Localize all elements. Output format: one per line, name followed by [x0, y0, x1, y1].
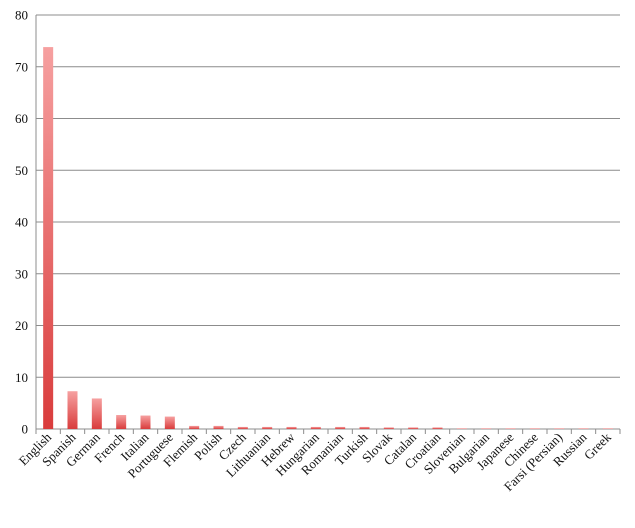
bar-german [91, 398, 102, 429]
bar-catalan [408, 427, 419, 429]
bar-croatian [432, 427, 443, 429]
y-tick-label: 50 [15, 163, 28, 178]
bar-lithuanian [262, 426, 273, 429]
bar-greek [602, 428, 613, 429]
y-tick-label: 80 [15, 8, 28, 23]
bar-hebrew [286, 426, 297, 429]
bar-portuguese [164, 416, 175, 429]
bar-italian [140, 415, 151, 429]
bar-slovenian [456, 428, 467, 429]
bar-slovak [383, 427, 394, 429]
bar-romanian [335, 426, 346, 429]
y-tick-label: 0 [22, 422, 29, 437]
bar-chinese [529, 428, 540, 429]
bar-japanese [505, 428, 516, 429]
bar-turkish [359, 426, 370, 429]
bar-czech [237, 426, 248, 429]
x-tick-label: Greek [581, 429, 614, 462]
bar-english [43, 47, 54, 430]
bar-farsi-persian [554, 428, 565, 429]
bar-bulgarian [481, 428, 492, 429]
y-tick-label: 30 [15, 266, 28, 281]
y-tick-label: 70 [15, 59, 28, 74]
x-tick-labels: EnglishSpanishGermanFrenchItalianPortugu… [16, 429, 615, 494]
bars [43, 47, 613, 430]
bar-russian [578, 428, 589, 429]
y-tick-label: 40 [15, 215, 28, 230]
axes [35, 15, 621, 434]
bar-spanish [67, 391, 78, 429]
bar-french [116, 415, 127, 429]
bar-polish [213, 425, 224, 429]
gridlines [36, 14, 620, 378]
y-tick-label: 20 [15, 318, 28, 333]
y-tick-label: 10 [15, 370, 28, 385]
y-tick-labels: 0 10 20 30 40 50 60 70 80 [15, 8, 28, 437]
bar-flemish [189, 425, 200, 429]
bar-hungarian [310, 426, 321, 429]
y-tick-label: 60 [15, 111, 28, 126]
